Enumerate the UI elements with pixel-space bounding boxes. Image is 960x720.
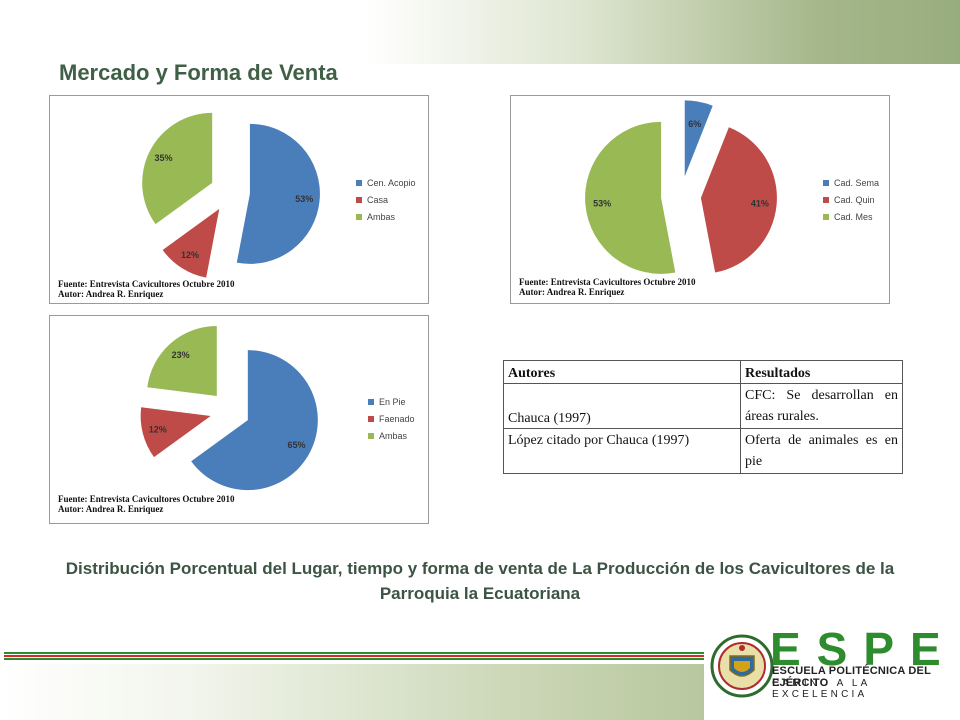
source-line: Fuente: Entrevista Cavicultores Octubre … bbox=[58, 494, 235, 504]
legend-swatch bbox=[356, 179, 362, 186]
legend-item: Ambas bbox=[368, 427, 415, 444]
legend-item: Casa bbox=[356, 191, 416, 208]
legend-label: Casa bbox=[367, 194, 389, 205]
legend-item: Ambas bbox=[356, 208, 416, 225]
data-label: 41% bbox=[751, 198, 769, 208]
legend-swatch bbox=[823, 179, 829, 186]
pie-slice bbox=[684, 100, 713, 177]
header-autores: Autores bbox=[503, 360, 741, 384]
legend-2: Cad. Sema Cad. Quin Cad. Mes bbox=[823, 174, 879, 225]
pie-slice bbox=[700, 127, 777, 273]
legend-item: Faenado bbox=[368, 410, 415, 427]
legend-1: Cen. Acopio Casa Ambas bbox=[356, 174, 416, 225]
legend-label: Cen. Acopio bbox=[367, 177, 416, 188]
table-header-row: Autores Resultados bbox=[503, 360, 903, 384]
legend-swatch bbox=[356, 213, 362, 220]
legend-3: En Pie Faenado Ambas bbox=[368, 393, 415, 444]
source-note-1: Fuente: Entrevista Cavicultores Octubre … bbox=[58, 279, 234, 299]
data-label: 12% bbox=[149, 425, 167, 435]
data-label: 23% bbox=[172, 350, 190, 360]
legend-item: Cad. Quin bbox=[823, 191, 879, 208]
data-label: 35% bbox=[155, 153, 173, 163]
author-line: Autor: Andrea R. Enriquez bbox=[519, 287, 625, 297]
stripe-green bbox=[4, 652, 704, 654]
logo-espe: ESPE bbox=[770, 623, 957, 675]
pie-chart-3: 65% 12% 23% bbox=[140, 325, 318, 491]
legend-label: Cad. Mes bbox=[834, 211, 873, 222]
pie-slice bbox=[140, 407, 211, 458]
legend-swatch bbox=[368, 415, 374, 422]
pie-slice bbox=[147, 325, 217, 396]
data-label: 53% bbox=[295, 194, 313, 204]
pie-chart-1: 53% 12% 35% bbox=[142, 112, 320, 278]
stripe-green bbox=[4, 658, 704, 660]
pie-slice bbox=[191, 350, 318, 491]
logo-school-name: ESCUELA POLITÉCNICA DEL EJÉRCITO bbox=[772, 665, 931, 689]
pie-chart-panel-3: 65% 12% 23% En Pie Faenado Ambas Fuente: Ent… bbox=[49, 315, 429, 524]
pie-slice bbox=[585, 121, 676, 274]
results-table: Autores Resultados Chauca (1997) CFC: Se… bbox=[503, 360, 903, 474]
shield-icon bbox=[710, 634, 774, 698]
source-line: Fuente: Entrevista Cavicultores Octubre … bbox=[519, 277, 696, 287]
table-cell: Chauca (1997) bbox=[503, 383, 741, 429]
table-cell: CFC: Se desarrollan en áreas rurales. bbox=[740, 383, 903, 429]
pie-chart-2: 6% 41% 53% bbox=[585, 100, 777, 274]
top-banner bbox=[0, 0, 960, 64]
source-note-3: Fuente: Entrevista Cavicultores Octubre … bbox=[58, 494, 234, 514]
legend-swatch bbox=[823, 196, 829, 203]
stripe-red bbox=[4, 655, 704, 657]
legend-item: En Pie bbox=[368, 393, 415, 410]
legend-label: Cad. Quin bbox=[834, 194, 875, 205]
table-cell: López citado por Chauca (1997) bbox=[503, 428, 741, 474]
table-row: Chauca (1997) CFC: Se desarrollan en áre… bbox=[503, 383, 903, 429]
legend-label: Ambas bbox=[379, 430, 408, 441]
header-resultados: Resultados bbox=[740, 360, 903, 384]
author-line: Autor: Andrea R. Enriquez bbox=[58, 289, 164, 299]
table-cell: Oferta de animales es en pie bbox=[740, 428, 903, 474]
logo-motto: CAMINO A LA EXCELENCIA bbox=[772, 678, 871, 700]
source-note-2: Fuente: Entrevista Cavicultores Octubre … bbox=[519, 277, 695, 297]
page-title: Mercado y Forma de Venta bbox=[59, 60, 338, 85]
legend-swatch bbox=[368, 432, 374, 439]
table-row: López citado por Chauca (1997) Oferta de… bbox=[503, 428, 903, 474]
data-label: 12% bbox=[181, 250, 199, 260]
figure-caption: Distribución Porcentual del Lugar, tiemp… bbox=[65, 559, 895, 603]
legend-label: Ambas bbox=[367, 211, 396, 222]
data-label: 6% bbox=[688, 119, 701, 129]
legend-swatch bbox=[356, 196, 362, 203]
pie-slice bbox=[236, 123, 320, 264]
pie-slice bbox=[142, 112, 213, 225]
pie-chart-panel-2: 6% 41% 53% Cad. Sema Cad. Quin Cad. Mes Fuen… bbox=[510, 95, 890, 304]
legend-item: Cad. Mes bbox=[823, 208, 879, 225]
legend-label: Cad. Sema bbox=[834, 177, 880, 188]
legend-label: Faenado bbox=[379, 413, 415, 424]
legend-swatch bbox=[368, 398, 374, 405]
pie-chart-panel-1: 53% 12% 35% Cen. Acopio Casa Ambas Fuente: E… bbox=[49, 95, 429, 304]
decorative-stripes bbox=[4, 652, 704, 662]
source-line: Fuente: Entrevista Cavicultores Octubre … bbox=[58, 279, 235, 289]
author-line: Autor: Andrea R. Enriquez bbox=[58, 504, 164, 514]
logo-area: ESPE ESCUELA POLITÉCNICA DEL EJÉRCITO CA… bbox=[704, 622, 960, 720]
data-label: 65% bbox=[287, 440, 305, 450]
legend-item: Cad. Sema bbox=[823, 174, 879, 191]
pie-slice bbox=[162, 208, 220, 278]
data-label: 53% bbox=[593, 198, 611, 208]
legend-swatch bbox=[823, 213, 829, 220]
legend-label: En Pie bbox=[379, 396, 406, 407]
legend-item: Cen. Acopio bbox=[356, 174, 416, 191]
